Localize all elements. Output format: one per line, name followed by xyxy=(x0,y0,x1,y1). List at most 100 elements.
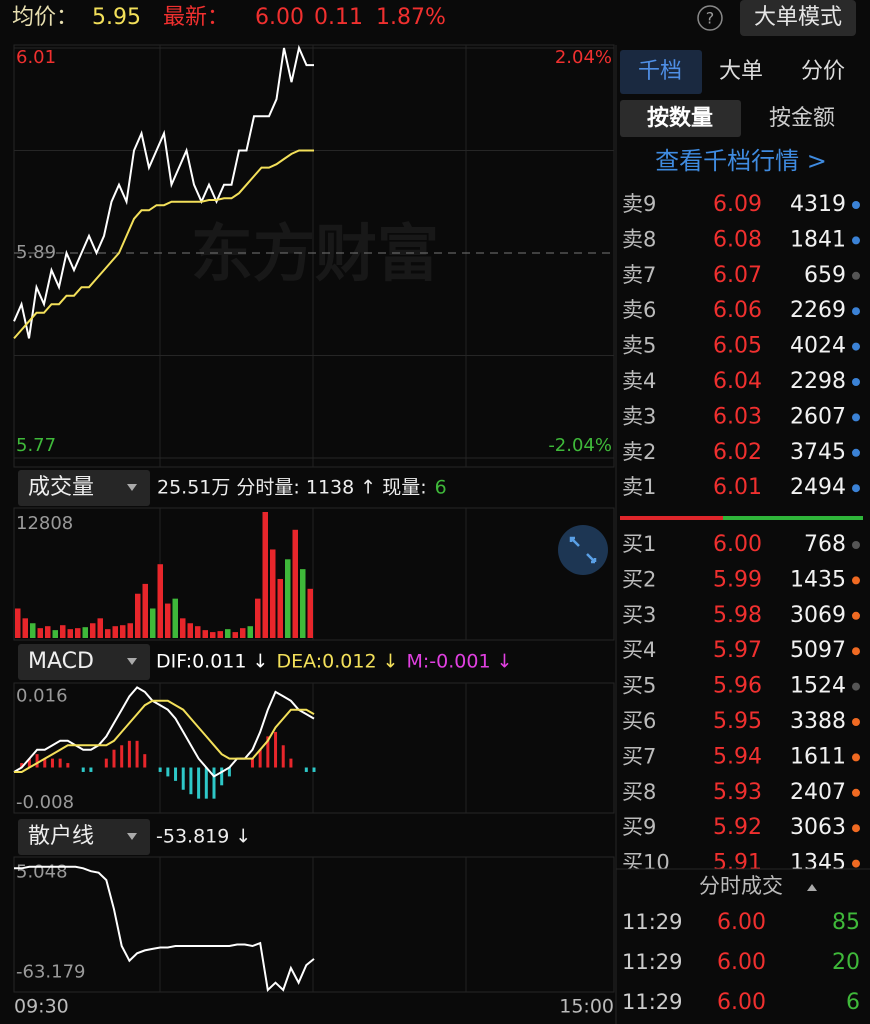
tab: 分价 xyxy=(801,59,845,84)
book-price: 6.00 xyxy=(713,532,762,557)
macd-bar xyxy=(43,758,47,768)
book-price: 5.96 xyxy=(713,674,762,699)
x-tick-label: 15:00 xyxy=(559,996,614,1018)
volume-bar xyxy=(195,626,201,638)
tab: 千档 xyxy=(638,59,682,84)
book-dot xyxy=(852,541,860,549)
book-volume: 2407 xyxy=(790,780,846,805)
trade-time: 11:29 xyxy=(622,990,683,1014)
book-dot xyxy=(852,859,860,868)
macd-bar xyxy=(227,767,231,777)
help-icon[interactable] xyxy=(697,5,723,31)
avg-price: 5.95 xyxy=(92,5,141,30)
indicator-dropdown[interactable] xyxy=(18,819,150,855)
macd-bar xyxy=(120,745,124,768)
book-dot xyxy=(852,611,860,620)
macd-line xyxy=(14,699,315,773)
indicator-name: MACD xyxy=(28,649,94,674)
book-volume: 1841 xyxy=(790,227,846,252)
macd-bar xyxy=(127,740,131,768)
book-price: 6.05 xyxy=(713,334,762,359)
book-label: 买7 xyxy=(622,744,656,768)
trade-volume: 20 xyxy=(832,950,860,975)
volume-bar xyxy=(30,623,36,638)
tab-selected xyxy=(620,50,702,94)
mode-selected xyxy=(620,100,741,137)
trade-volume: 6 xyxy=(846,990,860,1015)
book-price: 6.03 xyxy=(713,404,762,429)
volume-bar xyxy=(90,623,96,638)
book-label: 买1 xyxy=(622,532,656,556)
indicator-dropdown[interactable] xyxy=(18,644,150,680)
y-tick-label: 12808 xyxy=(16,513,73,534)
book-label: 买2 xyxy=(622,567,656,591)
book-dot xyxy=(852,753,860,762)
book-dot xyxy=(852,788,860,797)
macd-bar xyxy=(304,767,308,772)
volume-bar xyxy=(142,583,148,638)
ratio-bar-sell xyxy=(620,516,723,520)
mode-button[interactable] xyxy=(740,0,856,36)
volume-bar xyxy=(97,618,103,638)
book-label: 卖7 xyxy=(622,263,656,287)
book-volume: 1524 xyxy=(790,674,846,699)
last-price: 6.00 xyxy=(255,5,304,30)
macd-bar xyxy=(204,767,208,799)
book-label: 卖3 xyxy=(622,404,656,428)
panel-frame xyxy=(13,44,615,468)
macd-bar xyxy=(289,758,293,768)
volume-bar xyxy=(45,626,51,638)
book-volume: 1435 xyxy=(790,567,846,592)
y-tick-label: -0.008 xyxy=(16,792,74,813)
expand-button[interactable] xyxy=(558,525,608,575)
volume-bar xyxy=(277,578,283,638)
book-dot xyxy=(852,824,860,833)
volume-bar xyxy=(225,629,231,638)
macd-bar xyxy=(58,758,62,768)
volume-bar xyxy=(270,549,276,638)
book-dot xyxy=(852,448,860,457)
macd-bar xyxy=(189,767,193,795)
book-price: 5.94 xyxy=(713,744,762,769)
trade-time: 11:29 xyxy=(622,950,683,974)
volume-bar xyxy=(255,598,261,638)
macd-bar xyxy=(143,754,147,768)
macd-bar xyxy=(258,749,262,768)
volume-bar xyxy=(217,631,223,638)
book-volume: 768 xyxy=(804,532,846,557)
change: 0.11 xyxy=(314,5,363,30)
watermark: 东方财富 xyxy=(191,217,439,290)
volume-bar xyxy=(82,627,88,638)
book-price: 6.06 xyxy=(713,298,762,323)
sort-arrow xyxy=(807,884,817,891)
price-line xyxy=(13,149,314,340)
macd-bar xyxy=(81,767,85,772)
volume-bar xyxy=(15,608,21,638)
avg-label: 均价： xyxy=(12,5,78,30)
book-volume: 3069 xyxy=(790,603,846,628)
book-dot xyxy=(852,647,860,656)
macd-bar xyxy=(135,740,139,768)
volume-bar xyxy=(60,625,66,638)
y-tick-label: 0.016 xyxy=(16,685,68,706)
book-dot xyxy=(852,576,860,585)
macd-bar xyxy=(166,767,170,777)
dropdown-arrow xyxy=(127,484,137,491)
macd-bar xyxy=(281,745,285,768)
mode-tab: 按金额 xyxy=(769,106,835,131)
book-label: 卖4 xyxy=(622,369,656,393)
indicator-dropdown[interactable] xyxy=(18,470,150,506)
volume-bar xyxy=(285,559,291,638)
book-dot xyxy=(852,484,860,493)
y-tick-label: -63.179 xyxy=(16,962,85,983)
indicator-info: 25.51万 分时量: 1138 ↑ 现量: xyxy=(157,477,427,499)
trade-volume: 85 xyxy=(832,910,860,935)
book-volume: 3063 xyxy=(790,815,846,840)
book-dot xyxy=(852,378,860,386)
volume-bar xyxy=(262,512,268,638)
indicator-name: 散户线 xyxy=(28,824,94,849)
y-tick-label: 6.01 xyxy=(16,47,56,68)
macd-bar xyxy=(266,736,270,768)
macd-bar xyxy=(89,767,93,772)
